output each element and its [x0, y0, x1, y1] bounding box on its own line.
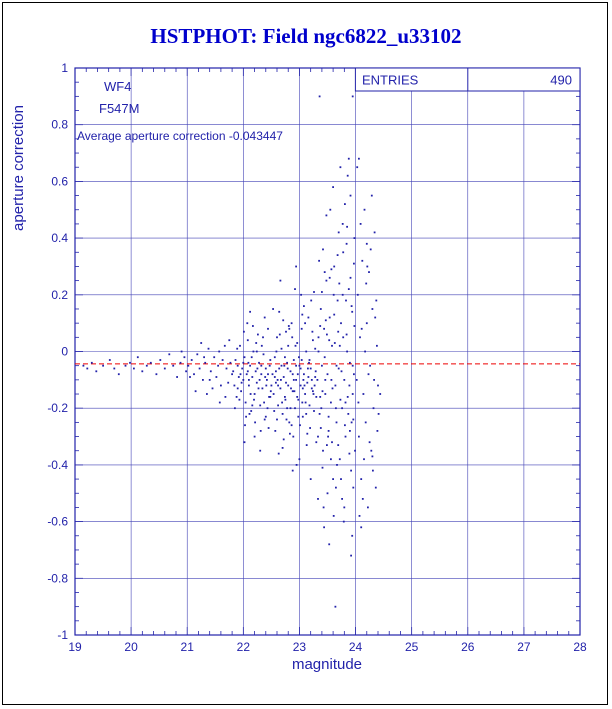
y-tick-label: 0.4 — [51, 231, 68, 245]
scatter-points — [82, 95, 382, 608]
x-axis-label: magnitude — [292, 656, 362, 673]
generated-plot-layer — [74, 67, 581, 636]
average-annotation: Average aperture correction -0.043447 — [77, 129, 283, 143]
y-axis-label: aperture correction — [10, 105, 27, 231]
y-tick-label: 0 — [61, 345, 68, 359]
x-tick-label: 19 — [68, 640, 82, 654]
y-tick-label: -0.4 — [47, 458, 68, 472]
x-tick-label: 24 — [349, 640, 363, 654]
entries-label: ENTRIES — [362, 73, 419, 88]
x-tick-label: 21 — [181, 640, 195, 654]
x-tick-label: 28 — [573, 640, 587, 654]
tick-labels: 19 20 21 22 23 24 25 26 27 28 -1 -0.8 -0.6 -0.4 -0.2 0 0… — [47, 61, 587, 654]
filter-label: F547M — [99, 101, 139, 116]
y-tick-label: -1 — [57, 628, 68, 642]
y-tick-label: -0.8 — [47, 571, 68, 585]
camera-label: WF4 — [104, 79, 131, 94]
y-tick-label: 0.8 — [51, 118, 68, 132]
y-tick-label: 0.2 — [51, 288, 68, 302]
y-tick-label: -0.2 — [47, 401, 68, 415]
y-tick-label: 1 — [61, 61, 68, 75]
x-tick-label: 20 — [124, 640, 138, 654]
x-tick-label: 25 — [405, 640, 419, 654]
x-tick-label: 27 — [517, 640, 531, 654]
tick-marks — [74, 67, 581, 636]
y-tick-label: 0.6 — [51, 174, 68, 188]
entries-value: 490 — [550, 73, 572, 88]
x-tick-label: 23 — [293, 640, 307, 654]
grid-layer — [75, 68, 580, 635]
y-tick-label: -0.6 — [47, 515, 68, 529]
x-tick-label: 26 — [461, 640, 475, 654]
x-tick-label: 22 — [237, 640, 251, 654]
page-title: HSTPHOT: Field ngc6822_u33102 — [150, 24, 461, 48]
plot-frame — [74, 67, 581, 636]
